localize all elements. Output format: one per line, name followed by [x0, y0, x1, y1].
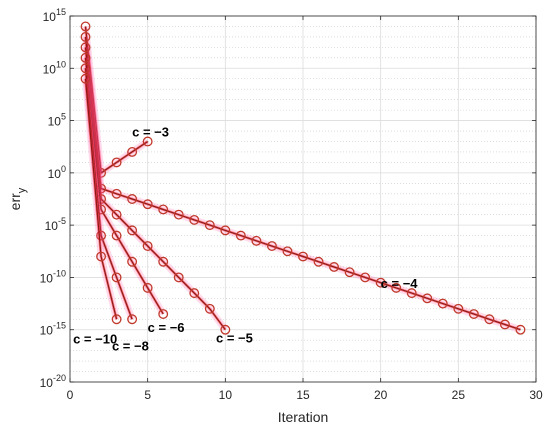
data-point: [158, 309, 169, 319]
ticks: 0 5 10 15 20 25 3010-2010-1510-1010-5100105101…: [40, 7, 543, 402]
series-4: [80, 63, 138, 325]
series-3: [80, 52, 169, 319]
y-tick-label: 10-15: [40, 321, 66, 338]
data-point: [111, 188, 122, 199]
data-point: [127, 256, 138, 267]
data-point: [235, 230, 246, 241]
series-annotation: c = −6: [148, 320, 185, 335]
y-tick-label: 1015: [43, 7, 66, 24]
y-tick-label: 1010: [43, 59, 66, 76]
data-point: [80, 52, 91, 63]
series-line: [84, 47, 226, 331]
data-point: [142, 241, 153, 252]
data-point: [251, 235, 262, 246]
x-tick-label: 10: [219, 388, 233, 402]
data-point: [142, 136, 153, 147]
data-point: [437, 298, 448, 309]
data-point: [173, 272, 184, 283]
data-point: [499, 319, 510, 330]
x-tick-label: 5: [144, 388, 151, 402]
data-point: [111, 314, 122, 325]
y-axis-label-sub: y: [16, 187, 28, 193]
series-line: [84, 78, 118, 320]
series-1: [80, 31, 526, 335]
data-point: [127, 225, 138, 236]
x-tick-label: 30: [529, 388, 543, 402]
data-point: [158, 204, 169, 215]
y-tick-label: 100: [48, 164, 66, 181]
data-point: [80, 73, 91, 84]
data-point: [80, 31, 91, 42]
y-tick-label: 10-20: [40, 373, 66, 390]
series-0: [80, 21, 153, 178]
data-point: [282, 246, 293, 257]
data-point: [391, 282, 402, 293]
data-point: [111, 230, 122, 241]
data-point: [80, 42, 91, 53]
series-line: [84, 36, 521, 331]
series-5: [80, 73, 122, 325]
series-annotation: c = −10: [73, 331, 117, 346]
data-point: [344, 267, 355, 278]
data-point: [111, 209, 122, 220]
data-point: [375, 277, 386, 288]
data-point: [360, 272, 371, 283]
data-point: [406, 288, 417, 299]
data-point: [204, 303, 215, 314]
data-point: [111, 157, 122, 168]
series-line: [84, 68, 133, 320]
y-axis-label-main: err: [7, 193, 23, 210]
y-axis-label: erry: [7, 187, 28, 210]
y-tick-label: 10-5: [45, 216, 66, 233]
data-point: [266, 241, 277, 252]
series-group: [80, 21, 526, 335]
data-point: [453, 303, 464, 314]
data-point: [127, 146, 138, 157]
x-tick-label: 25: [452, 388, 466, 402]
data-point: [422, 293, 433, 304]
data-point: [127, 314, 138, 325]
y-tick-label: 105: [48, 112, 66, 129]
data-point: [142, 199, 153, 210]
data-point: [127, 194, 138, 204]
data-point: [111, 272, 122, 283]
data-point: [96, 230, 107, 241]
series-2: [80, 42, 231, 335]
data-point: [515, 324, 526, 335]
data-point: [142, 282, 153, 293]
data-point: [313, 256, 324, 267]
series-annotation: c = −8: [112, 339, 149, 354]
data-point: [189, 288, 200, 299]
series-annotation: c = −5: [216, 330, 253, 345]
data-point: [220, 225, 231, 236]
x-axis-label: Iteration: [278, 409, 329, 425]
data-point: [80, 63, 91, 74]
annotations: c = −3 c = −4 c = −5 c = −6 c = −8c = −10: [73, 124, 418, 353]
svg-text:erry: erry: [7, 187, 28, 210]
data-point: [158, 256, 169, 267]
data-point: [189, 214, 200, 225]
x-tick-label: 15: [296, 388, 310, 402]
data-point: [329, 262, 340, 272]
data-point: [468, 309, 479, 319]
series-line: [84, 26, 149, 174]
data-point: [204, 220, 215, 231]
x-tick-label: 20: [374, 388, 388, 402]
data-point: [484, 314, 495, 325]
x-tick-label: 0: [67, 388, 74, 402]
data-point: [173, 209, 184, 220]
data-point: [96, 251, 107, 262]
series-annotation: c = −3: [132, 124, 169, 139]
series-line: [84, 57, 164, 315]
data-point: [80, 21, 91, 32]
data-point: [298, 251, 308, 262]
y-tick-label: 10-10: [40, 268, 66, 285]
series-annotation: c = −4: [381, 276, 419, 291]
data-point: [220, 324, 231, 335]
